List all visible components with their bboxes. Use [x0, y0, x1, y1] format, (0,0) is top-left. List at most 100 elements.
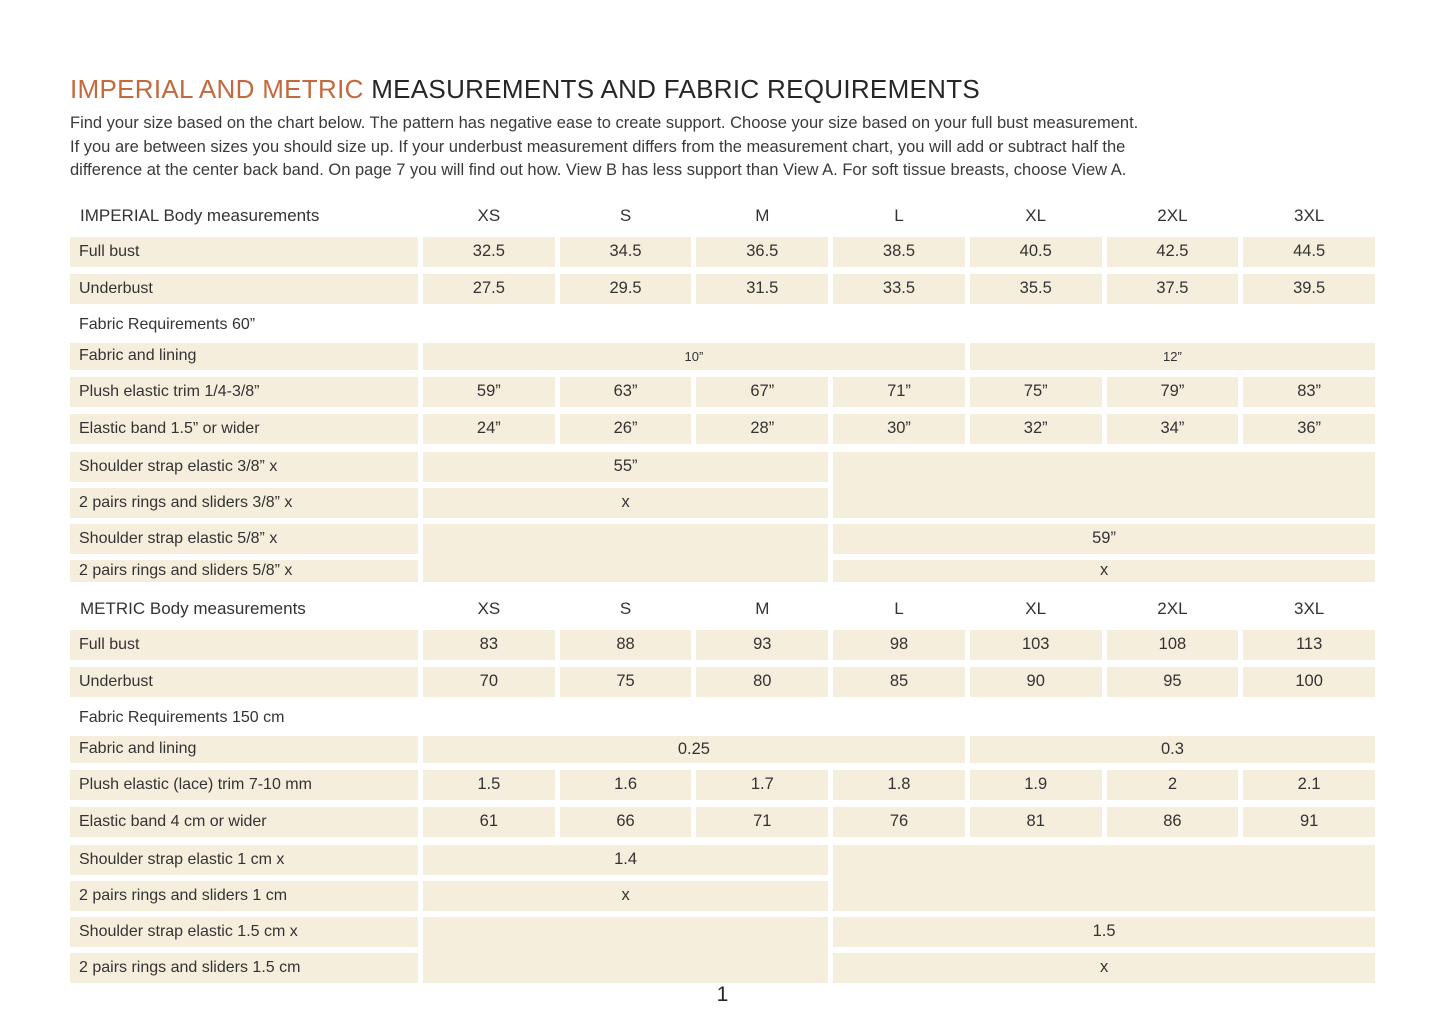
size-column-header-m: M [755, 206, 770, 225]
value-cell: 88 [559, 629, 692, 660]
page-title-accent: IMPERIAL AND METRIC [70, 74, 364, 104]
value-cell: 40.5 [969, 236, 1102, 267]
empty-merged-cell [423, 523, 829, 582]
size-column-header-xs: XS [477, 599, 501, 618]
size-column-header-3xl: 3XL [1294, 599, 1325, 618]
value-cell: 33.5 [833, 273, 965, 304]
value-cell: 1.8 [833, 769, 965, 800]
size-column-header-2xl: 2XL [1157, 206, 1188, 225]
merged-value-cell: 0.25 [423, 735, 965, 763]
value-cell: 35.5 [969, 273, 1102, 304]
table-row-fabric-lining: Fabric and lining 0.25 0.3 [70, 735, 1375, 763]
row-label: Fabric and lining [70, 735, 418, 763]
table-row-plush-elastic: Plush elastic trim 1/4-3/8” 59” 63” 67” … [70, 376, 1375, 407]
table-row-full-bust: Full bust 83 88 93 98 103 108 113 [70, 629, 1375, 660]
intro-paragraph: Find your size based on the chart below.… [70, 112, 1375, 183]
value-cell: 32.5 [423, 236, 555, 267]
value-cell: 91 [1243, 806, 1375, 837]
metric-header-row: METRIC Body measurements XS S M L XL 2XL… [70, 596, 1375, 623]
value-cell: 63” [559, 376, 692, 407]
merged-value-cell: 12” [969, 342, 1375, 370]
merged-value-cell: 1.5 [833, 916, 1375, 947]
value-cell: 1.7 [696, 769, 829, 800]
value-cell: 37.5 [1106, 273, 1239, 304]
value-cell: 34” [1106, 413, 1239, 444]
row-label: Shoulder strap elastic 1 cm x [70, 844, 418, 875]
value-cell: 95 [1106, 666, 1239, 697]
value-cell: 1.6 [559, 769, 692, 800]
size-column-header-xs: XS [477, 206, 501, 225]
value-cell: 36” [1243, 413, 1375, 444]
size-column-header-xl: XL [1025, 206, 1047, 225]
value-cell: 113 [1243, 629, 1375, 660]
value-cell: 98 [833, 629, 965, 660]
page-content: IMPERIAL AND METRIC MEASUREMENTS AND FAB… [70, 0, 1375, 983]
value-cell: 79” [1106, 376, 1239, 407]
table-row-underbust: Underbust 70 75 80 85 90 95 100 [70, 666, 1375, 697]
value-cell: 59” [423, 376, 555, 407]
row-label: Underbust [70, 273, 418, 304]
value-cell: 1.9 [969, 769, 1102, 800]
value-cell: 28” [696, 413, 829, 444]
value-cell: 29.5 [559, 273, 692, 304]
value-cell: 38.5 [833, 236, 965, 267]
table-row-plush-elastic: Plush elastic (lace) trim 7-10 mm 1.5 1.… [70, 769, 1375, 800]
value-cell: 31.5 [696, 273, 829, 304]
empty-merged-cell [423, 916, 829, 983]
size-column-header-3xl: 3XL [1294, 206, 1325, 225]
row-label: 2 pairs rings and sliders 5/8” x [70, 559, 418, 582]
row-label: Elastic band 4 cm or wider [70, 806, 418, 837]
row-label: Shoulder strap elastic 5/8” x [70, 523, 418, 554]
value-cell: 71 [696, 806, 829, 837]
merged-value-cell: x [833, 952, 1375, 983]
intro-line: difference at the center back band. On p… [70, 161, 1127, 179]
value-cell: 76 [833, 806, 965, 837]
metric-strap-rows: Shoulder strap elastic 1 cm x 1.4 2 pair… [70, 844, 1375, 983]
row-label: Full bust [70, 236, 418, 267]
value-cell: 86 [1106, 806, 1239, 837]
size-column-header-l: L [894, 599, 904, 618]
value-cell: 108 [1106, 629, 1239, 660]
value-cell: 2 [1106, 769, 1239, 800]
merged-value-cell: x [423, 880, 829, 911]
empty-merged-cell [833, 451, 1375, 518]
fabric-requirements-metric-label: Fabric Requirements 150 cm [79, 709, 285, 726]
size-column-header-s: S [619, 206, 632, 225]
value-cell: 36.5 [696, 236, 829, 267]
merged-value-cell: 10” [423, 342, 965, 370]
row-label: 2 pairs rings and sliders 1.5 cm [70, 952, 418, 983]
value-cell: 71” [833, 376, 965, 407]
value-cell: 80 [696, 666, 829, 697]
value-cell: 83 [423, 629, 555, 660]
value-cell: 26” [559, 413, 692, 444]
intro-line: Find your size based on the chart below.… [70, 114, 1139, 132]
imperial-table: IMPERIAL Body measurements XS S M L XL 2… [70, 203, 1375, 582]
page-title-rest: MEASUREMENTS AND FABRIC REQUIREMENTS [363, 74, 981, 104]
row-label: Shoulder strap elastic 1.5 cm x [70, 916, 418, 947]
merged-value-cell: 59” [833, 523, 1375, 554]
value-cell: 30” [833, 413, 965, 444]
table-row-elastic-band: Elastic band 1.5” or wider 24” 26” 28” 3… [70, 413, 1375, 444]
value-cell: 67” [696, 376, 829, 407]
value-cell: 100 [1243, 666, 1375, 697]
imperial-table-title: IMPERIAL Body measurements [80, 206, 320, 225]
row-label: Elastic band 1.5” or wider [70, 413, 418, 444]
merged-value-cell: 55” [423, 451, 829, 482]
merged-value-cell: 0.3 [969, 735, 1375, 763]
value-cell: 1.5 [423, 769, 555, 800]
imperial-strap-rows: Shoulder strap elastic 3/8” x 55” 2 pair… [70, 451, 1375, 582]
value-cell: 61 [423, 806, 555, 837]
size-column-header-s: S [619, 599, 632, 618]
row-label: Plush elastic trim 1/4-3/8” [70, 376, 418, 407]
value-cell: 93 [696, 629, 829, 660]
size-column-header-xl: XL [1025, 599, 1047, 618]
value-cell: 85 [833, 666, 965, 697]
row-label: Underbust [70, 666, 418, 697]
fabric-requirements-imperial-label: Fabric Requirements 60” [79, 316, 256, 333]
value-cell: 34.5 [559, 236, 692, 267]
value-cell: 44.5 [1243, 236, 1375, 267]
merged-value-cell: 1.4 [423, 844, 829, 875]
row-label: 2 pairs rings and sliders 3/8” x [70, 487, 418, 518]
table-row-fabric-lining: Fabric and lining 10” 12” [70, 342, 1375, 370]
row-label: Plush elastic (lace) trim 7-10 mm [70, 769, 418, 800]
